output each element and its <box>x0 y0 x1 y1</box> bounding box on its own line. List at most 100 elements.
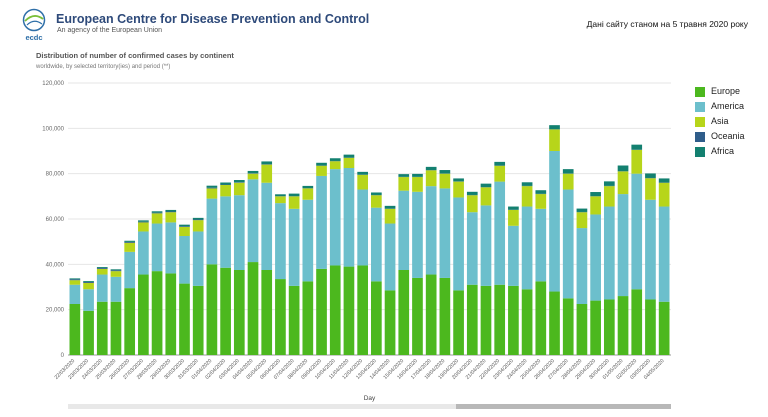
bar-segment-asia <box>233 182 245 196</box>
bar-segment-europe <box>138 274 149 355</box>
bar-segment-asia <box>316 165 327 176</box>
bar-segment-europe <box>233 270 245 355</box>
bar-segment-america <box>645 199 656 300</box>
bar-segment-africa <box>439 170 451 174</box>
y-tick-label: 40,000 <box>46 262 65 268</box>
bar-segment-europe <box>329 265 341 355</box>
horizontal-scrollbar[interactable] <box>68 404 671 409</box>
bar-segment-europe <box>357 265 368 355</box>
bar-segment-europe <box>480 285 492 355</box>
bar-segment-africa <box>535 190 547 194</box>
bar-segment-africa <box>549 125 560 130</box>
bar-segment-america <box>343 168 355 267</box>
bar-segment-america <box>206 198 218 265</box>
bar-segment-africa <box>508 206 519 210</box>
bar-segment-africa <box>480 183 492 188</box>
bar-segment-oceania <box>151 212 163 214</box>
bar-segment-europe <box>590 300 601 355</box>
bar-segment-oceania <box>206 187 218 189</box>
bar-segment-africa <box>562 169 574 174</box>
bar-segment-america <box>302 199 314 282</box>
bar-segment-america <box>371 207 382 282</box>
bar-segment-america <box>439 188 451 278</box>
bar-segment-europe <box>69 304 81 355</box>
bar-segment-america <box>220 196 231 268</box>
bar-segment-asia <box>96 268 108 275</box>
bar-segment-asia <box>357 174 368 190</box>
bar-segment-europe <box>631 289 643 355</box>
org-subtitle: An agency of the European Union <box>57 27 163 34</box>
bar-segment-america <box>179 236 190 284</box>
bar-segment-asia <box>398 177 410 191</box>
bar-segment-asia <box>151 213 163 224</box>
date-note: Дані сайту станом на 5 травня 2020 року <box>586 19 748 29</box>
legend-label: America <box>711 101 745 111</box>
bar-segment-america <box>562 189 574 299</box>
bar-segment-africa <box>288 193 300 197</box>
bar-segment-europe <box>124 288 136 355</box>
bar-segment-america <box>110 276 122 302</box>
bar-segment-africa <box>138 220 149 222</box>
bar-segment-europe <box>371 281 382 355</box>
bar-segment-asia <box>192 220 204 232</box>
bar-segment-asia <box>83 282 94 290</box>
y-tick-label: 120,000 <box>42 81 64 87</box>
legend-label: Europe <box>711 86 741 96</box>
bar-segment-africa <box>384 205 396 209</box>
bar-segment-europe <box>466 284 478 355</box>
bar-segment-europe <box>275 279 286 355</box>
bar-segment-america <box>124 251 136 289</box>
bar-segment-europe <box>192 285 204 355</box>
bar-segment-africa <box>247 170 259 174</box>
bar-segment-europe <box>549 291 560 355</box>
bar-segment-asia <box>439 173 451 189</box>
bar-segment-europe <box>439 277 451 355</box>
bar-segment-america <box>453 197 464 291</box>
bar-segment-europe <box>151 271 163 355</box>
bar-segment-africa <box>192 217 204 220</box>
bar-segment-asia <box>453 181 464 198</box>
bar-segment-america <box>357 189 368 266</box>
bar-segment-europe <box>165 273 177 355</box>
bar-segment-asia <box>508 209 519 226</box>
bar-segment-africa <box>576 208 588 212</box>
bar-segment-asia <box>261 164 273 183</box>
bar-segment-america <box>329 169 341 266</box>
bar-segment-africa <box>83 281 94 283</box>
bar-segment-europe <box>343 266 355 355</box>
bar-segment-asia <box>521 186 533 207</box>
bar-segment-asia <box>371 195 382 208</box>
chart-subtitle: worldwide, by selected territory(ies) an… <box>36 64 171 70</box>
bar-segment-europe <box>206 264 218 355</box>
bar-segment-europe <box>220 267 231 355</box>
bar-segment-america <box>494 181 506 285</box>
y-tick-label: 20,000 <box>46 308 65 314</box>
bar-segment-africa <box>220 182 231 185</box>
bar-segment-america <box>576 228 588 304</box>
bar-segment-asia <box>165 212 177 223</box>
bar-segment-africa <box>151 211 163 213</box>
bar-segment-oceania <box>69 279 81 281</box>
bar-segment-asia <box>206 188 218 199</box>
bar-segment-africa <box>617 165 629 172</box>
bar-segment-america <box>425 186 437 275</box>
bar-segment-europe <box>494 284 506 355</box>
bar-segment-asia <box>617 171 629 195</box>
chart-title: Distribution of number of confirmed case… <box>36 51 234 60</box>
bar-segment-europe <box>398 270 410 355</box>
scrollbar-thumb[interactable] <box>456 404 671 409</box>
bar-segment-oceania <box>124 241 136 243</box>
bar-segment-europe <box>261 270 273 355</box>
bar-segment-europe <box>535 281 547 355</box>
bar-segment-europe <box>96 301 108 355</box>
bar-segment-america <box>275 203 286 280</box>
bar-segment-america <box>549 151 560 292</box>
bar-segment-asia <box>576 212 588 229</box>
bar-segment-america <box>631 173 643 290</box>
bar-segment-africa <box>69 278 81 280</box>
bar-segment-america <box>603 206 615 300</box>
bar-segment-africa <box>494 161 506 166</box>
bar-segment-oceania <box>110 270 122 272</box>
bar-segment-africa <box>453 178 464 182</box>
bar-segment-asia <box>275 196 286 204</box>
